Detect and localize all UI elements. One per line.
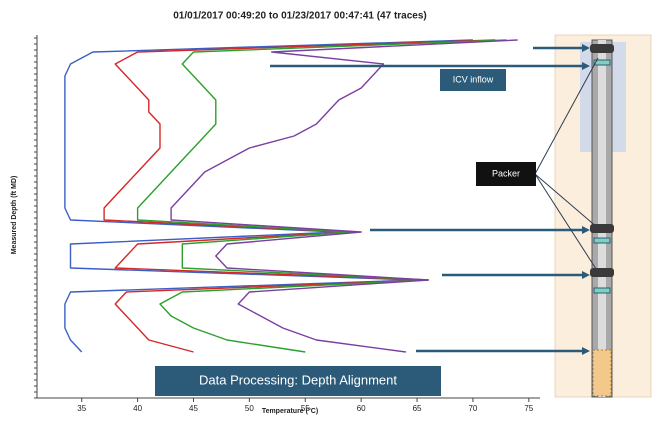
valve [594, 288, 610, 293]
annotation: ICV inflow [453, 74, 494, 84]
y-axis-label: Measured Depth (ft MD) [11, 176, 18, 255]
packer [590, 44, 614, 53]
trace [104, 40, 495, 352]
arrows [270, 44, 598, 355]
x-tick-label: 50 [245, 404, 254, 413]
x-tick-label: 45 [189, 404, 198, 413]
packer [590, 268, 614, 277]
tubing-bore [598, 40, 606, 397]
packer [590, 224, 614, 233]
x-tick-label: 60 [357, 404, 366, 413]
x-tick-label: 35 [77, 404, 86, 413]
x-tick-label: 70 [468, 404, 477, 413]
x-tick-label: 40 [133, 404, 142, 413]
x-tick-label: 55 [301, 404, 310, 413]
annotation: Data Processing: Depth Alignment [199, 372, 397, 387]
chart: 01/01/2017 00:49:20 to 01/23/2017 00:47:… [0, 0, 660, 421]
valve [594, 238, 610, 243]
x-tick-label: 65 [413, 404, 422, 413]
annotation: Packer [492, 168, 520, 178]
x-tick-label: 75 [524, 404, 533, 413]
chart-title: 01/01/2017 00:49:20 to 01/23/2017 00:47:… [173, 11, 427, 22]
y-minor-ticks [34, 38, 37, 398]
well-diagram [555, 35, 651, 397]
trace [65, 40, 473, 352]
sand [593, 350, 611, 396]
